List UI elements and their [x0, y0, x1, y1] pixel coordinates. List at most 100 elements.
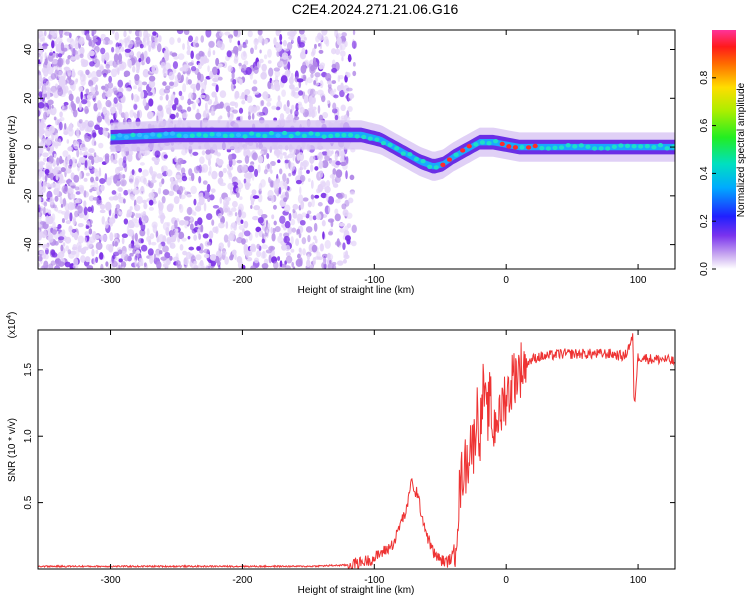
noise-speck [51, 213, 56, 222]
noise-speck [351, 240, 357, 247]
noise-speck [98, 167, 102, 177]
noise-speck [58, 30, 64, 36]
noise-speck [44, 174, 48, 182]
noise-speck [84, 236, 88, 243]
noise-speck [195, 36, 199, 42]
noise-speck [171, 52, 178, 57]
noise-speck [114, 207, 118, 216]
noise-speck [313, 91, 318, 95]
noise-speck [254, 231, 259, 238]
noise-speck [38, 34, 41, 39]
noise-speck [88, 228, 93, 235]
ridge-dot [229, 133, 235, 138]
noise-speck [253, 91, 260, 95]
noise-speck [297, 194, 304, 204]
noise-speck [78, 184, 85, 191]
noise-speck [154, 160, 160, 166]
noise-speck [49, 145, 55, 154]
noise-speck [80, 255, 86, 263]
noise-speck [176, 164, 182, 171]
noise-speck [42, 243, 50, 251]
noise-speck [313, 80, 317, 85]
noise-speck [80, 99, 88, 105]
noise-speck [245, 66, 252, 75]
noise-speck [67, 249, 72, 255]
noise-speck [125, 36, 130, 41]
ridge-dot [460, 148, 466, 153]
noise-speck [311, 47, 316, 56]
noise-speck [99, 235, 103, 241]
noise-speck [247, 115, 252, 120]
noise-speck [187, 79, 192, 85]
noise-speck [246, 95, 253, 104]
noise-speck [260, 213, 268, 219]
noise-speck [195, 254, 202, 261]
noise-speck [43, 260, 49, 269]
noise-speck [208, 230, 214, 239]
noise-speck [351, 40, 357, 49]
noise-speck [139, 150, 145, 154]
noise-speck [333, 94, 339, 99]
noise-speck [45, 215, 50, 225]
noise-speck [231, 249, 237, 256]
noise-speck [298, 90, 304, 96]
noise-speck [198, 196, 205, 206]
noise-speck [165, 169, 173, 177]
noise-speck [74, 210, 79, 218]
noise-speck [293, 91, 300, 99]
noise-speck [165, 85, 171, 91]
noise-speck [138, 80, 143, 90]
noise-speck [309, 263, 314, 269]
noise-speck [152, 31, 157, 36]
noise-speck [260, 251, 267, 259]
noise-speck [135, 212, 139, 219]
ridge-dot [347, 132, 354, 138]
noise-speck [204, 78, 208, 86]
noise-speck [40, 138, 47, 147]
noise-speck [109, 232, 114, 242]
noise-speck [129, 109, 135, 118]
noise-speck [333, 88, 337, 93]
noise-speck [250, 204, 253, 209]
noise-speck [87, 120, 95, 128]
noise-speck [203, 253, 210, 259]
noise-speck [63, 85, 69, 94]
noise-speck [318, 162, 322, 169]
noise-speck [157, 113, 163, 122]
noise-speck [251, 189, 257, 196]
noise-speck [59, 34, 63, 38]
bottom-x-tick-label: -200 [232, 575, 252, 586]
noise-speck [102, 106, 107, 115]
ridge-dot [117, 133, 123, 138]
noise-speck [310, 179, 314, 189]
noise-speck [38, 142, 41, 147]
noise-speck [240, 219, 244, 224]
noise-speck [193, 198, 197, 206]
noise-speck [91, 30, 97, 35]
noise-speck [63, 101, 69, 106]
noise-speck [188, 35, 194, 43]
noise-speck [257, 193, 263, 203]
noise-speck [90, 176, 95, 183]
noise-speck [112, 254, 116, 260]
noise-speck [136, 195, 143, 204]
noise-speck [199, 94, 206, 99]
noise-speck [256, 111, 264, 117]
noise-speck [320, 192, 327, 199]
noise-speck [148, 192, 155, 199]
noise-speck [93, 58, 101, 68]
noise-speck [134, 221, 140, 228]
noise-speck [111, 46, 115, 53]
noise-speck [41, 67, 48, 74]
noise-speck [310, 109, 317, 118]
noise-speck [134, 73, 140, 81]
noise-speck [130, 194, 135, 201]
noise-speck [230, 222, 237, 229]
noise-speck [286, 186, 290, 191]
noise-speck [174, 97, 179, 106]
top-x-axis-label: Height of straight line (km) [298, 285, 415, 296]
noise-speck [99, 203, 106, 210]
noise-speck [101, 234, 108, 242]
noise-speck [198, 249, 204, 254]
noise-speck [331, 177, 335, 185]
